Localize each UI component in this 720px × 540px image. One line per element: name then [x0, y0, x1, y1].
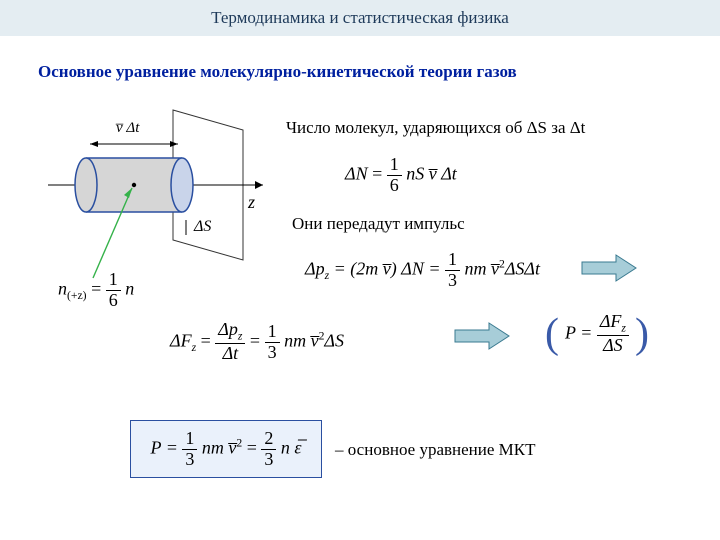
P-num: ΔF [600, 311, 622, 331]
P-den: ΔS [597, 336, 629, 356]
formula-P-paren: ( P = ΔFz ΔS ) [545, 312, 649, 356]
main-tail: n ε̅ [281, 437, 302, 457]
dp-tail: nm v̅ [464, 258, 499, 278]
dN-lhs: ΔN [345, 163, 368, 183]
dF-tail: nm v̅ [284, 330, 319, 350]
n-den: 6 [106, 291, 121, 311]
formula-dpz: Δpz = (2m v̅) ΔN = 1 3 nm v̅2ΔSΔt [305, 250, 540, 291]
n-tail: n [125, 278, 134, 298]
arrow-right-2 [453, 320, 513, 352]
dp-sub: z [325, 269, 330, 282]
section-subtitle: Основное уравнение молекулярно-кинетичес… [38, 62, 517, 82]
dF-sub: z [192, 341, 197, 354]
main-lhs: P = [151, 437, 178, 457]
caption-main-equation: – основное уравнение МКТ [335, 440, 536, 460]
header-title: Термодинамика и статистическая физика [211, 8, 509, 28]
axis-z-label: z [248, 192, 255, 213]
dN-num: 1 [387, 155, 402, 176]
diagram-svg [38, 100, 268, 290]
P-lhs: P = [565, 322, 592, 342]
arrow-right-1 [580, 252, 640, 284]
P-num-sub: z [621, 322, 626, 335]
dp-num: 1 [445, 250, 460, 271]
dF-tail2: ΔS [324, 330, 344, 350]
main-eq2: = [247, 437, 257, 457]
main-mid: nm v̅ [202, 437, 237, 457]
dF-den: 3 [265, 343, 280, 363]
n-lhs: n [58, 278, 67, 298]
dN-den: 6 [387, 176, 402, 196]
text-momentum-transfer: Они передадут импульс [292, 214, 465, 234]
diagram-dS-label: ΔS [194, 218, 211, 236]
main-sup: 2 [236, 436, 242, 449]
n-num: 1 [106, 270, 121, 291]
n-sub: (+z) [67, 289, 87, 302]
dF-f1-den: Δt [215, 344, 245, 364]
dN-tail: nS v̅ Δt [406, 163, 457, 183]
formula-dN: ΔN = 1 6 nS v̅ Δt [345, 155, 457, 196]
main-f2-num: 2 [261, 429, 276, 450]
dF-eq: = [201, 330, 211, 350]
main-f1-den: 3 [182, 450, 197, 470]
dF-num: 1 [265, 322, 280, 343]
dN-eq: = [372, 163, 382, 183]
dF-lhs: ΔF [170, 330, 192, 350]
text-molecules-hitting: Число молекул, ударяющихся об ΔS за Δt [286, 118, 585, 138]
header-bar: Термодинамика и статистическая физика [0, 0, 720, 36]
dp-eq: = (2m v̅) ΔN = [334, 258, 441, 278]
dp-lhs: Δp [305, 258, 325, 278]
main-f2-den: 3 [261, 450, 276, 470]
formula-dFz: ΔFz = Δpz Δt = 1 3 nm v̅2ΔS [170, 320, 344, 364]
dF-f1-num: Δp [218, 319, 238, 339]
diagram-top-label: v̅ Δt [116, 120, 139, 137]
boxed-main-equation: P = 1 3 nm v̅2 = 2 3 n ε̅ [130, 420, 322, 478]
dp-tail2: ΔSΔt [505, 258, 540, 278]
dF-eq2: = [250, 330, 260, 350]
dF-f1-num-sub: z [238, 330, 243, 343]
cylinder-diagram: z v̅ Δt ΔS [38, 100, 268, 290]
main-f1-num: 1 [182, 429, 197, 450]
dp-den: 3 [445, 271, 460, 291]
formula-n-plus-z: n(+z) = 1 6 n [58, 270, 134, 311]
